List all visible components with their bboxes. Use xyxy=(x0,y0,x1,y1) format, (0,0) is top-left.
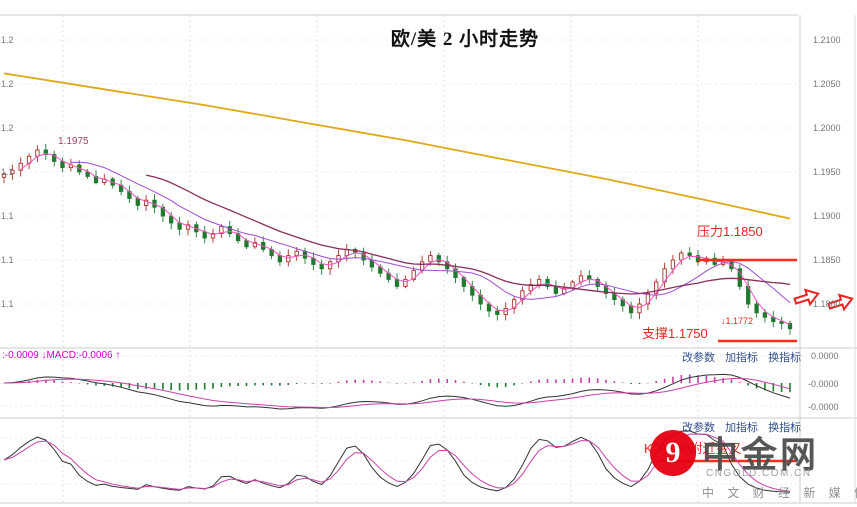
left-axis-label: 1.2100 xyxy=(1,35,13,45)
kd-panel-links: 改参数 加指标 换指标 xyxy=(682,419,808,435)
chart-title: 欧/美 2 小时走势 xyxy=(390,29,540,50)
left-axis-label: 1.1850 xyxy=(1,255,13,265)
macd-axis-label: -0.0000 xyxy=(808,379,839,389)
peak-price-label: 1.1975 xyxy=(58,136,89,147)
macd-add-indicator-link[interactable]: 加指标 xyxy=(725,352,759,364)
price-axis-label: 1.2100 xyxy=(813,35,841,45)
left-axis-label: 1.2000 xyxy=(1,123,13,133)
resistance-label: 压力1.1850 xyxy=(697,224,763,239)
kd-change-params-link[interactable]: 改参数 xyxy=(682,422,715,434)
watermark-brand: 中金网 xyxy=(702,434,820,475)
watermark: 9 中金网 CNGOLD.COM.CN 中 文 财 经 新 媒 体 xyxy=(650,428,857,506)
macd-status-text: :-0.0009 ↓MACD:-0.0006 ↑ xyxy=(2,350,121,361)
macd-axis-label: 0.0000 xyxy=(811,351,839,361)
watermark-domain: CNGOLD.COM.CN xyxy=(706,468,812,479)
last-price-label: ↓1.1772 xyxy=(721,316,754,326)
macd-axis-label: -0.0000 xyxy=(808,402,839,412)
macd-switch-indicator-link[interactable]: 换指标 xyxy=(768,352,802,364)
left-axis-label: 1.1800 xyxy=(1,299,13,309)
support-label: 支撑1.1750 xyxy=(642,326,708,341)
price-axis-label: 1.1950 xyxy=(813,167,841,177)
macd-change-params-link[interactable]: 改参数 xyxy=(682,352,715,364)
macd-panel-links: 改参数 加指标 换指标 xyxy=(682,349,808,365)
left-axis-label: 1.1950 xyxy=(1,167,13,177)
price-axis-label: 1.1850 xyxy=(813,255,841,265)
price-axis-label: 1.2050 xyxy=(813,79,841,89)
kd-switch-indicator-link[interactable]: 换指标 xyxy=(768,422,802,434)
price-axis-label: 1.1800 xyxy=(813,299,841,309)
watermark-tagline: 中 文 财 经 新 媒 体 xyxy=(702,486,857,500)
left-axis-clipped: 1.2100 1.2050 1.2000 1.1950 1.1900 1.185… xyxy=(0,0,13,345)
kd-add-indicator-link[interactable]: 加指标 xyxy=(725,422,759,434)
left-axis-label: 1.1900 xyxy=(1,211,13,221)
price-axis-label: 1.2000 xyxy=(813,123,841,133)
cngold-logo-icon: 9 xyxy=(650,430,696,476)
left-axis-label: 1.2050 xyxy=(1,79,13,89)
price-axis-label: 1.1900 xyxy=(813,211,841,221)
